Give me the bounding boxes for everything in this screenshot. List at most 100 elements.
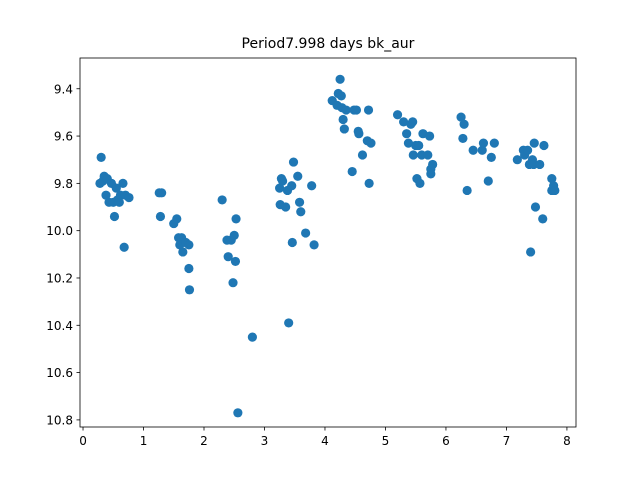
data-point-103 <box>489 138 499 148</box>
x-tick-label-3: 3 <box>261 434 269 448</box>
data-point-64 <box>339 124 349 134</box>
data-point-65 <box>341 105 351 115</box>
axes: 0 1 2 3 4 5 6 7 8 9.4 9.6 9.8 10.0 10.2 10.4 10.6 10.8 <box>46 57 577 448</box>
data-point-53 <box>296 207 306 217</box>
plot-frame <box>79 57 577 428</box>
data-point-112 <box>529 138 539 148</box>
data-point-49 <box>287 237 297 248</box>
x-tick-label-4: 4 <box>321 434 329 448</box>
data-point-20 <box>157 188 167 198</box>
data-point-54 <box>301 228 311 238</box>
data-point-85 <box>414 140 424 151</box>
data-point-41 <box>275 183 285 193</box>
data-point-101 <box>483 176 493 186</box>
data-point-31 <box>217 195 227 205</box>
x-tick-label-2: 2 <box>200 434 208 448</box>
data-point-93 <box>428 159 438 170</box>
data-point-100 <box>478 138 489 148</box>
data-point-118 <box>547 174 557 184</box>
y-tick-label-5: 10.4 <box>46 319 73 333</box>
data-point-17 <box>124 192 134 203</box>
data-point-36 <box>229 230 239 240</box>
data-point-35 <box>228 278 238 288</box>
data-point-52 <box>294 197 305 207</box>
y-tick-label-7: 10.8 <box>46 413 73 427</box>
data-point-89 <box>423 150 433 160</box>
data-point-26 <box>178 247 188 257</box>
data-point-102 <box>486 152 496 162</box>
data-point-51 <box>293 171 303 181</box>
data-point-29 <box>184 263 194 274</box>
data-point-104 <box>512 155 522 165</box>
chart-title: Period7.998 days bk_aur <box>242 36 415 52</box>
data-point-109 <box>526 247 536 257</box>
data-point-28 <box>184 240 194 250</box>
data-point-44 <box>278 176 288 186</box>
data-point-63 <box>338 114 348 125</box>
data-point-120 <box>550 185 560 196</box>
data-point-48 <box>287 181 297 191</box>
data-point-19 <box>155 211 166 222</box>
data-point-9 <box>109 211 120 222</box>
data-point-1 <box>96 152 106 162</box>
data-point-90 <box>425 131 435 141</box>
data-point-37 <box>230 256 241 267</box>
data-point-61 <box>336 91 346 101</box>
y-tick-label-1: 9.6 <box>54 130 73 144</box>
y-tick-label-3: 10.0 <box>46 224 73 238</box>
y-tick-label-0: 9.4 <box>54 82 73 96</box>
data-point-38 <box>231 214 241 224</box>
data-point-115 <box>538 214 548 224</box>
x-tick-label-0: 0 <box>79 434 87 448</box>
data-point-70 <box>354 129 364 139</box>
data-points <box>95 74 560 418</box>
data-point-94 <box>456 112 466 122</box>
data-point-97 <box>462 185 472 196</box>
data-point-30 <box>184 285 195 295</box>
x-tick-label-6: 6 <box>442 434 450 448</box>
y-tick-label-4: 10.2 <box>46 271 73 285</box>
data-point-77 <box>399 117 409 127</box>
data-point-22 <box>172 214 182 224</box>
data-point-12 <box>114 197 124 207</box>
x-tick-label-5: 5 <box>382 434 390 448</box>
data-point-47 <box>284 318 294 328</box>
data-point-66 <box>347 166 357 177</box>
data-point-10 <box>111 183 121 193</box>
data-point-33 <box>223 252 233 262</box>
data-point-98 <box>468 145 478 155</box>
data-point-60 <box>335 74 345 84</box>
data-point-73 <box>363 105 374 115</box>
data-point-50 <box>288 157 299 167</box>
data-point-45 <box>281 202 291 212</box>
y-tick-label-2: 9.8 <box>54 177 73 191</box>
data-point-82 <box>408 150 418 160</box>
data-point-79 <box>403 138 414 148</box>
data-point-14 <box>118 178 128 188</box>
data-point-75 <box>366 138 376 148</box>
x-tick-label-8: 8 <box>563 434 571 448</box>
x-tick-label-1: 1 <box>140 434 148 448</box>
data-point-92 <box>426 169 436 179</box>
data-point-74 <box>364 178 374 188</box>
data-point-96 <box>459 119 469 129</box>
data-point-95 <box>458 133 468 144</box>
data-point-15 <box>119 242 129 252</box>
data-point-55 <box>307 181 317 191</box>
data-point-99 <box>477 145 487 155</box>
data-point-78 <box>402 129 412 139</box>
data-point-86 <box>415 178 425 188</box>
data-point-39 <box>233 408 243 418</box>
data-point-114 <box>535 159 545 170</box>
data-point-113 <box>530 202 541 212</box>
data-point-4 <box>101 190 111 200</box>
data-point-40 <box>247 332 257 342</box>
data-point-107 <box>523 145 533 155</box>
x-tick-label-7: 7 <box>503 434 511 448</box>
data-point-81 <box>408 117 418 127</box>
data-point-116 <box>539 140 549 151</box>
data-point-68 <box>351 105 362 115</box>
y-tick-label-6: 10.6 <box>46 366 73 380</box>
